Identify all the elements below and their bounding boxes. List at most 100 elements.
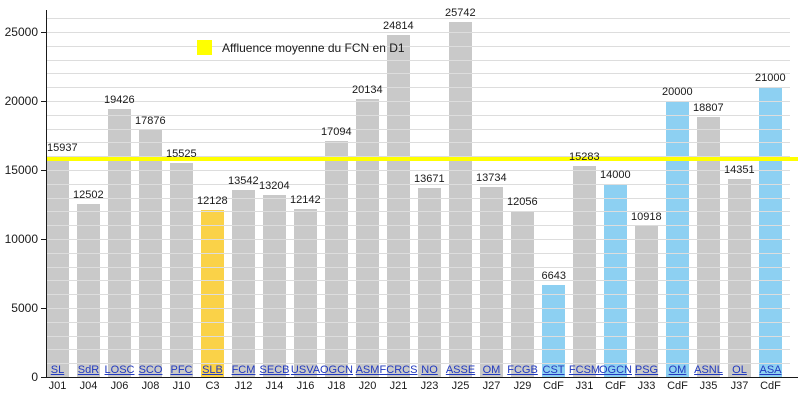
- gridline-14000: [46, 183, 790, 185]
- team-link-OGCN[interactable]: OGCN: [320, 364, 353, 376]
- team-link-OL[interactable]: OL: [732, 364, 747, 376]
- day-label-J27: J27: [482, 380, 501, 392]
- gridline-17000: [46, 142, 790, 144]
- value-label: 12128: [197, 194, 228, 207]
- team-link-SL[interactable]: SL: [50, 364, 65, 376]
- y-tick-10000: [41, 239, 46, 240]
- y-tick-20000: [41, 101, 46, 102]
- legend-label: Affluence moyenne du FCN en D1: [222, 40, 405, 55]
- team-link-ASM[interactable]: ASM: [355, 364, 380, 376]
- team-link-CST[interactable]: CST: [542, 364, 565, 376]
- value-label: 18807: [693, 102, 724, 115]
- team-link-FCRCS[interactable]: FCRCS: [379, 364, 418, 376]
- bar-J18-OGCN: [325, 141, 348, 377]
- team-link-PSG[interactable]: PSG: [634, 364, 659, 376]
- y-tick-5000: [41, 308, 46, 309]
- day-label-CdF: CdF: [760, 380, 781, 392]
- team-link-FCGB[interactable]: FCGB: [507, 364, 538, 376]
- day-label-J37: J37: [730, 380, 749, 392]
- y-axis: [46, 10, 47, 377]
- team-link-SdR[interactable]: SdR: [77, 364, 100, 376]
- value-label: 21000: [755, 72, 786, 85]
- team-link-OM[interactable]: OM: [668, 364, 687, 376]
- value-label: 10918: [631, 211, 662, 224]
- team-link-FCM[interactable]: FCM: [231, 364, 256, 376]
- value-label: 20134: [352, 84, 383, 97]
- value-label: 19426: [104, 93, 135, 106]
- day-label-J31: J31: [575, 380, 594, 392]
- gridline-26000: [46, 18, 790, 20]
- day-label-C3: C3: [205, 380, 220, 392]
- value-label: 6643: [541, 270, 566, 283]
- team-link-PFC[interactable]: PFC: [170, 364, 193, 376]
- value-label: 13204: [259, 179, 290, 192]
- bar-J06-LOSC: [108, 108, 131, 377]
- gridline-25000: [46, 32, 790, 33]
- bar-J25-ASSE: [449, 21, 472, 377]
- bar-J29-FCGB: [511, 210, 534, 377]
- bar-J12-FCM: [232, 190, 255, 377]
- gridline-10000: [46, 239, 790, 240]
- value-label: 15525: [166, 147, 197, 160]
- gridline-11000: [46, 225, 790, 227]
- team-link-SLB[interactable]: SLB: [202, 364, 223, 376]
- value-label: 14000: [600, 168, 631, 181]
- gridline-22000: [46, 73, 790, 75]
- y-tick-25000: [41, 32, 46, 33]
- gridline-8000: [46, 266, 790, 268]
- gridline-6000: [46, 294, 790, 296]
- gridline-1000: [46, 363, 790, 365]
- gridline-16000: [46, 156, 790, 158]
- value-label: 13542: [228, 175, 259, 188]
- team-link-NO[interactable]: NO: [421, 364, 438, 376]
- y-tick-0: [41, 377, 46, 378]
- gridline-12000: [46, 211, 790, 213]
- value-label: 14351: [724, 163, 755, 176]
- bar-J23-NO: [418, 188, 441, 377]
- day-label-J14: J14: [265, 380, 284, 392]
- bar-J14-SECB: [263, 194, 286, 377]
- day-label-J12: J12: [234, 380, 253, 392]
- day-label-J33: J33: [637, 380, 656, 392]
- value-label: 12502: [73, 189, 104, 202]
- day-label-J04: J04: [79, 380, 98, 392]
- bar-J31-FCSM: [573, 166, 596, 377]
- day-label-J35: J35: [699, 380, 718, 392]
- bar-C3-SLB: [201, 209, 224, 377]
- gridline-13000: [46, 197, 790, 199]
- gridline-7000: [46, 280, 790, 282]
- day-label-CdF: CdF: [605, 380, 626, 392]
- bar-J10-PFC: [170, 162, 193, 377]
- y-tick-label-0: 0: [31, 370, 38, 384]
- bar-J20-ASM: [356, 99, 379, 377]
- team-link-FCSM[interactable]: FCSM: [568, 364, 601, 376]
- value-label: 17094: [321, 126, 352, 139]
- value-label: 15283: [569, 151, 600, 164]
- team-link-ASNL[interactable]: ASNL: [694, 364, 723, 376]
- team-link-SCO[interactable]: SCO: [138, 364, 163, 376]
- bar-J27-OM: [480, 187, 503, 377]
- team-link-OGCN[interactable]: OGCN: [599, 364, 632, 376]
- bar-J04-SdR: [77, 204, 100, 377]
- value-label: 12056: [507, 195, 538, 208]
- team-link-USVA[interactable]: USVA: [290, 364, 321, 376]
- team-link-OM[interactable]: OM: [482, 364, 501, 376]
- day-label-CdF: CdF: [667, 380, 688, 392]
- y-tick-label-5000: 5000: [11, 301, 38, 315]
- gridline-9000: [46, 252, 790, 254]
- y-tick-label-10000: 10000: [4, 232, 38, 246]
- team-link-ASA[interactable]: ASA: [759, 364, 782, 376]
- team-link-LOSC[interactable]: LOSC: [104, 364, 135, 376]
- bar-J33-PSG: [635, 226, 658, 377]
- bar-CdF-ASA: [759, 87, 782, 377]
- team-link-SECB[interactable]: SECB: [259, 364, 290, 376]
- gridline-3000: [46, 335, 790, 337]
- x-axis: [46, 377, 798, 378]
- team-link-ASSE[interactable]: ASSE: [445, 364, 476, 376]
- value-label: 17876: [135, 115, 166, 128]
- bar-J16-USVA: [294, 209, 317, 377]
- bar-J37-OL: [728, 178, 751, 377]
- y-tick-label-20000: 20000: [4, 94, 38, 108]
- day-label-J01: J01: [48, 380, 67, 392]
